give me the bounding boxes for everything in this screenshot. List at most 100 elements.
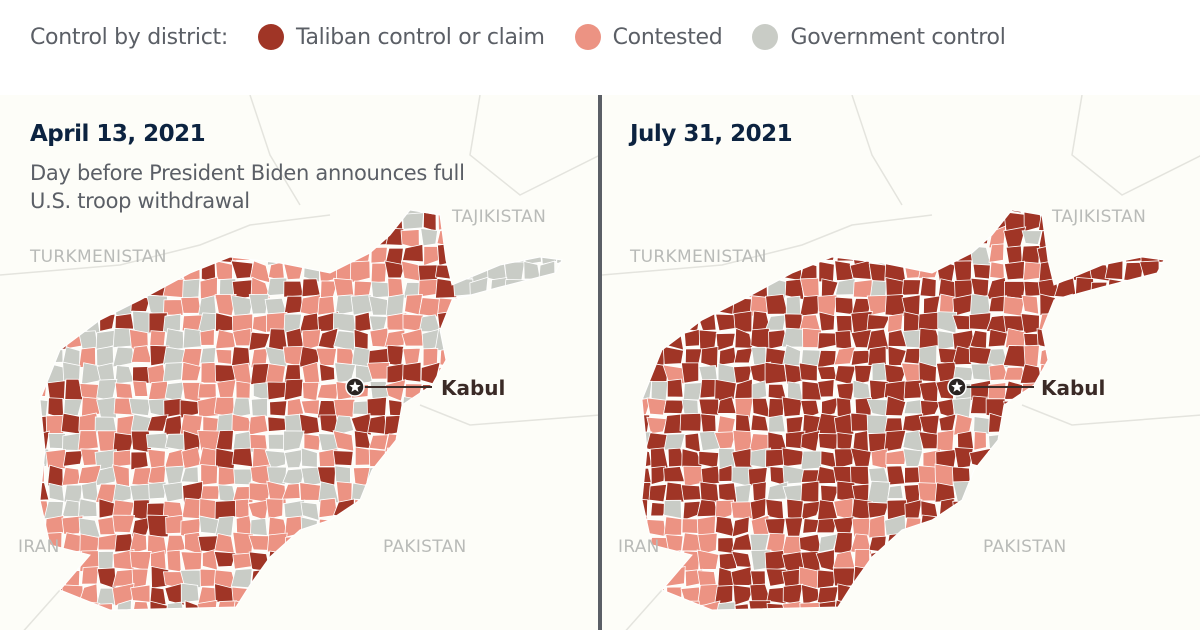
district xyxy=(951,230,974,250)
district xyxy=(488,480,510,502)
legend-item-taliban: Taliban control or claim xyxy=(257,24,545,50)
district xyxy=(973,617,991,630)
district xyxy=(367,600,389,610)
district xyxy=(351,550,372,573)
district xyxy=(538,260,556,282)
legend: Control by district: Taliban control or … xyxy=(30,24,1036,50)
district xyxy=(1036,485,1060,505)
district xyxy=(182,278,201,299)
district xyxy=(885,569,904,589)
district xyxy=(197,295,217,316)
district xyxy=(1138,533,1159,555)
district xyxy=(1074,348,1094,365)
district xyxy=(1003,466,1023,487)
district xyxy=(987,210,1007,215)
district xyxy=(921,532,940,553)
district xyxy=(662,210,687,211)
district xyxy=(1055,328,1077,351)
district xyxy=(554,381,562,402)
district xyxy=(920,583,942,606)
district xyxy=(235,380,251,402)
district xyxy=(783,363,804,386)
district xyxy=(714,499,735,522)
district xyxy=(40,584,48,604)
taliban-swatch-icon xyxy=(257,24,284,50)
district xyxy=(368,434,389,451)
district xyxy=(785,210,803,216)
district xyxy=(852,565,870,590)
district xyxy=(730,566,753,586)
district xyxy=(112,449,132,468)
district xyxy=(801,226,822,249)
district xyxy=(1157,584,1164,606)
legend-label: Contested xyxy=(612,24,723,50)
district xyxy=(95,230,119,245)
district xyxy=(40,312,47,333)
district xyxy=(1090,245,1110,262)
district xyxy=(283,430,305,452)
district xyxy=(44,295,66,315)
district xyxy=(47,621,66,630)
district xyxy=(300,399,320,415)
district xyxy=(816,517,838,534)
district xyxy=(1160,313,1164,334)
district xyxy=(818,311,836,332)
district xyxy=(335,227,356,244)
district xyxy=(62,450,84,467)
district xyxy=(1156,329,1164,350)
district xyxy=(283,448,306,469)
district xyxy=(1075,550,1093,573)
district xyxy=(163,414,183,436)
district xyxy=(650,465,666,486)
district xyxy=(180,296,202,314)
district xyxy=(281,553,306,570)
district xyxy=(784,517,804,537)
district xyxy=(469,565,491,590)
district xyxy=(486,399,507,420)
district xyxy=(521,550,543,569)
district xyxy=(536,585,558,607)
map-july xyxy=(602,95,1200,630)
district xyxy=(804,618,821,630)
district xyxy=(748,225,772,247)
district xyxy=(130,451,149,471)
district xyxy=(536,313,561,333)
district xyxy=(520,345,539,369)
district xyxy=(1156,228,1164,249)
district xyxy=(903,379,923,400)
district xyxy=(883,600,904,610)
district xyxy=(1140,463,1157,488)
district xyxy=(1160,261,1164,284)
district xyxy=(283,378,304,401)
district xyxy=(935,514,957,536)
district xyxy=(1057,412,1076,436)
district xyxy=(97,533,119,551)
district xyxy=(471,465,488,488)
district xyxy=(1057,315,1078,334)
district xyxy=(972,263,991,280)
district xyxy=(900,585,922,605)
district xyxy=(819,619,836,630)
district xyxy=(66,277,80,299)
district xyxy=(887,484,904,499)
district xyxy=(538,618,558,630)
district xyxy=(1074,433,1094,452)
district xyxy=(386,363,405,384)
district xyxy=(214,329,236,350)
district xyxy=(332,533,354,555)
district xyxy=(642,313,653,333)
district xyxy=(1020,465,1041,487)
district xyxy=(782,484,805,503)
district xyxy=(989,261,1005,280)
district xyxy=(1055,465,1076,485)
district xyxy=(700,465,721,486)
district xyxy=(650,276,666,300)
district xyxy=(317,243,339,266)
district xyxy=(1002,413,1025,433)
district xyxy=(1019,449,1042,467)
district xyxy=(422,211,437,232)
district xyxy=(1054,345,1077,369)
district xyxy=(63,398,83,416)
district xyxy=(554,548,562,572)
district xyxy=(470,480,489,502)
